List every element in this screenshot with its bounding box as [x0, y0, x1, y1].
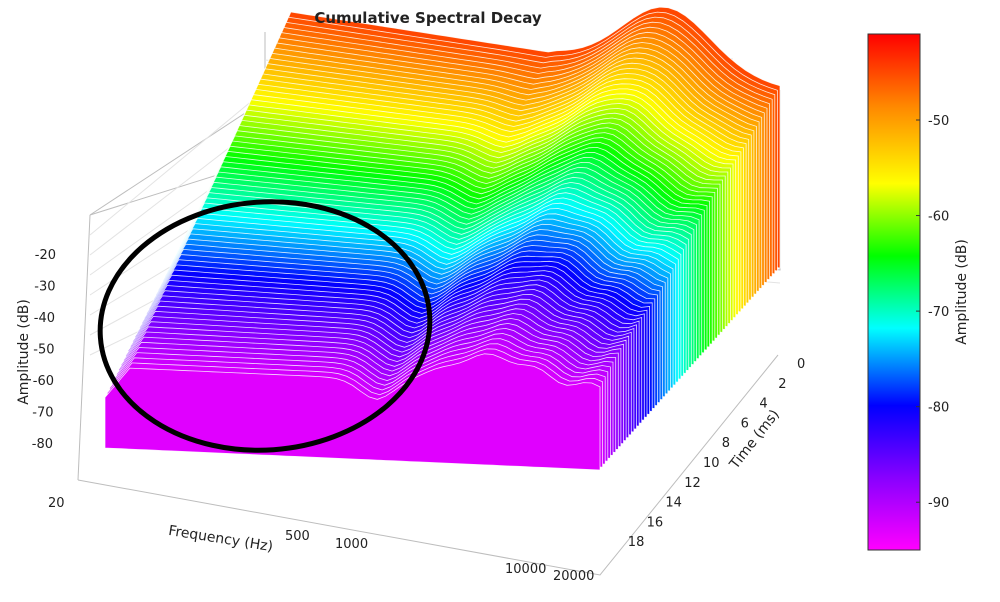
colorbar-ticks: -50 -60 -70 -80 -90 — [916, 114, 949, 511]
y-tick-label: 4 — [759, 397, 767, 412]
annotation-ellipse — [97, 199, 433, 453]
x-tick-label: 10000 — [505, 562, 546, 577]
y-tick-label: 0 — [797, 357, 805, 372]
left-vertical-edge — [77, 214, 91, 481]
colorbar-tick-label: -50 — [928, 114, 949, 129]
colorbar-tick-label: -70 — [928, 305, 949, 320]
y-axis-label: Time (ms) — [726, 407, 783, 473]
x-tick-label: 20000 — [553, 569, 594, 584]
z-tick-label: -20 — [35, 248, 56, 263]
z-tick-label: -80 — [32, 437, 53, 452]
x-tick-label: 500 — [285, 529, 310, 544]
colorbar-tick-label: -90 — [928, 496, 949, 511]
y-tick-label: 6 — [741, 416, 749, 431]
z-axis-label: Amplitude (dB) — [16, 299, 32, 405]
z-tick-label: -30 — [34, 280, 55, 295]
x-axis-label: Frequency (Hz) — [167, 523, 274, 555]
floor-front-edge — [77, 354, 779, 576]
y-tick-label: 12 — [684, 476, 701, 491]
y-tick-label: 18 — [628, 535, 645, 550]
surface-plot — [104, 6, 781, 471]
y-tick-label: 2 — [778, 377, 786, 392]
y-tick-label: 10 — [703, 456, 720, 471]
x-tick-label: 20 — [48, 496, 65, 511]
decay-slice — [104, 353, 601, 471]
grid-line — [89, 89, 266, 236]
y-tick-label: 8 — [722, 436, 730, 451]
x-tick-label: 1000 — [335, 537, 368, 552]
z-tick-label: -70 — [32, 406, 53, 421]
colorbar-label: Amplitude (dB) — [954, 239, 970, 345]
z-tick-label: -60 — [33, 374, 54, 389]
y-tick-label: 14 — [665, 496, 682, 511]
left-wall-top — [89, 99, 266, 216]
chart-title: Cumulative Spectral Decay — [314, 9, 542, 27]
colorbar — [867, 33, 921, 551]
z-tick-labels: -20 -30 -40 -50 -60 -70 -80 — [32, 248, 56, 452]
z-tick-label: -40 — [34, 311, 55, 326]
y-tick-label: 16 — [647, 515, 664, 530]
z-tick-label: -50 — [33, 343, 54, 358]
x-tick-labels: 20 500 1000 10000 20000 — [48, 496, 594, 584]
colorbar-tick-label: -60 — [928, 210, 949, 225]
colorbar-tick-label: -80 — [928, 401, 949, 416]
